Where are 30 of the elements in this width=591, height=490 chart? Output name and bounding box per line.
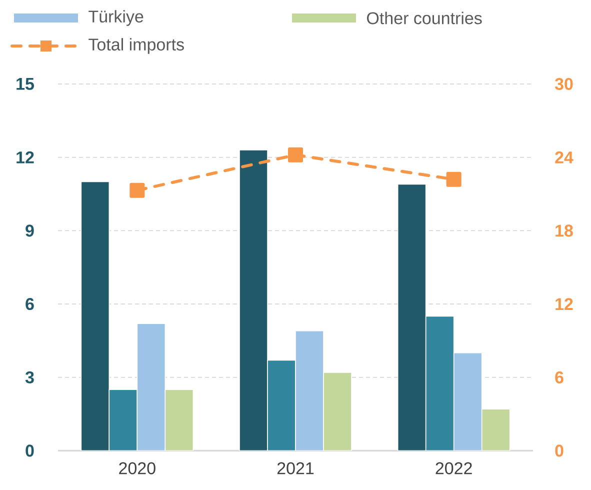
y2-tick-label: 12 (556, 298, 573, 310)
bar (323, 372, 352, 451)
y2-tick-label: 30 (554, 78, 573, 90)
bar (164, 389, 194, 451)
y-tick-label: 12 (16, 151, 34, 164)
legend-label: Türkiye (88, 10, 144, 26)
y-tick-label: 15 (16, 78, 34, 90)
y2-tick-label: 18 (556, 224, 573, 237)
legend-label: Other countries (367, 12, 482, 24)
bar (425, 316, 454, 451)
y2-tick-label: 6 (555, 371, 564, 384)
bar (267, 360, 296, 451)
y-tick-label: 0 (26, 444, 34, 457)
x-tick-label: 2021 (277, 462, 314, 474)
bar (453, 352, 482, 451)
bar (108, 389, 138, 451)
y-tick-label: 9 (26, 224, 34, 237)
y-tick-label: 6 (26, 298, 34, 310)
legend-label: Total imports (88, 38, 184, 54)
y-tick-label: 3 (25, 371, 34, 384)
x-tick-label: 2020 (119, 462, 156, 474)
y2-tick-label: 0 (555, 444, 564, 457)
point (130, 182, 145, 198)
y2-tick-label: 24 (555, 151, 574, 164)
x-tick-label: 2022 (436, 462, 472, 474)
point (288, 147, 304, 162)
bar (136, 323, 166, 451)
bar (481, 408, 510, 451)
point (446, 172, 462, 187)
bar (295, 330, 324, 451)
